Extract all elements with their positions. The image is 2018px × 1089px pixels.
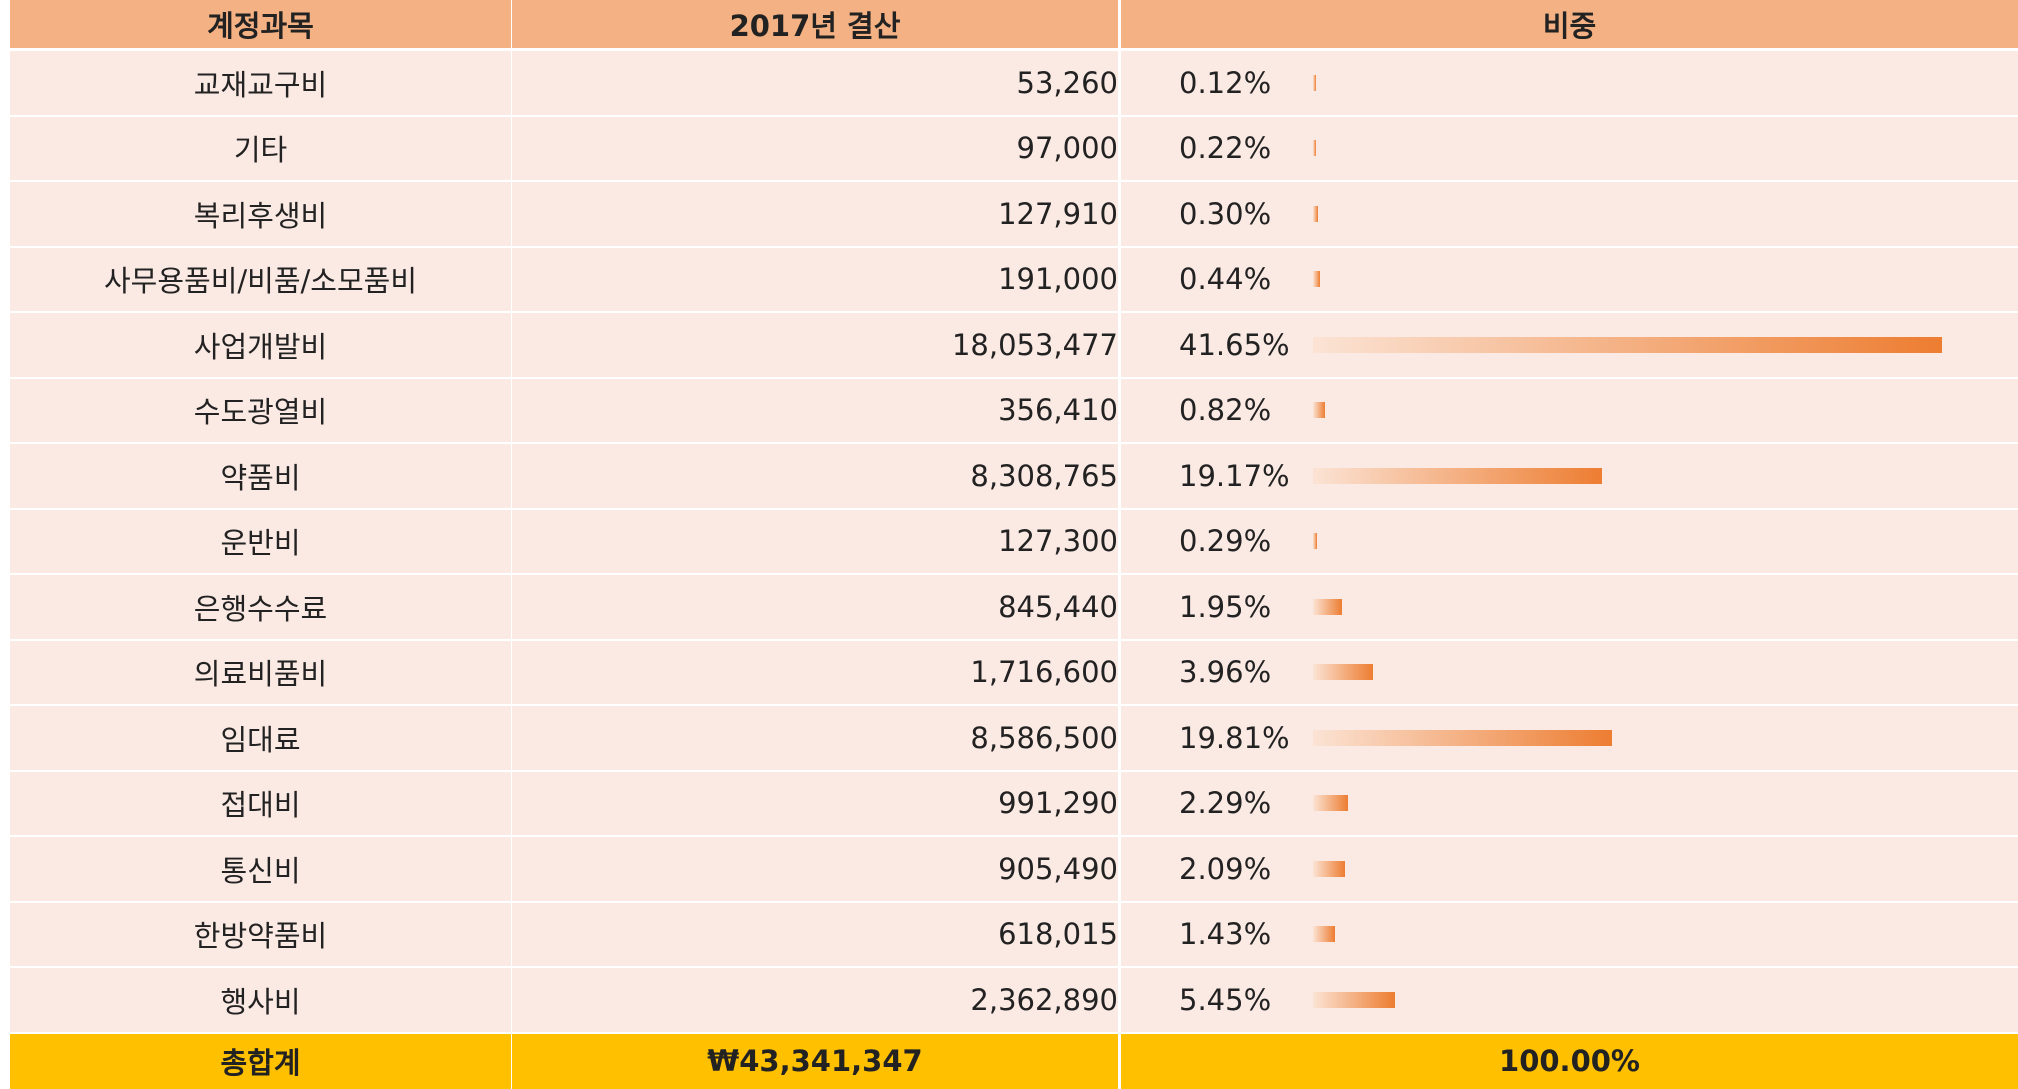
amount-cell: 618,015	[512, 902, 1118, 966]
share-cell	[1121, 968, 2018, 1032]
data-bar	[1313, 598, 1343, 615]
share-text: 0.12%	[1179, 65, 1272, 100]
share-text: 2.29%	[1179, 786, 1272, 821]
amount-cell: 991,290	[512, 771, 1118, 835]
amount-cell: 18,053,477	[512, 313, 1118, 377]
data-bar	[1313, 664, 1373, 681]
data-bar	[1313, 74, 1316, 91]
account-cell: 의료비품비	[10, 640, 511, 704]
share-text: 19.81%	[1179, 720, 1290, 755]
account-cell: 기타	[10, 116, 511, 180]
account-cell: 사무용품비/비품/소모품비	[10, 247, 511, 311]
share-cell	[1121, 116, 2018, 180]
share-cell	[1121, 837, 2018, 901]
account-cell: 운반비	[10, 509, 511, 573]
total-cell: 100.00%	[1121, 1033, 2018, 1089]
share-text: 19.17%	[1179, 458, 1290, 493]
share-text: 1.95%	[1179, 589, 1272, 624]
share-text: 0.29%	[1179, 524, 1272, 559]
account-cell: 복리후생비	[10, 182, 511, 246]
share-text: 0.22%	[1179, 131, 1272, 166]
total-cell: ₩43,341,347	[512, 1033, 1118, 1089]
share-text: 0.30%	[1179, 196, 1272, 231]
share-text: 2.09%	[1179, 851, 1272, 886]
data-bar	[1313, 467, 1603, 484]
share-text: 41.65%	[1179, 327, 1290, 362]
share-text: 0.82%	[1179, 393, 1272, 428]
total-cell: 총합계	[10, 1033, 511, 1089]
amount-cell: 2,362,890	[512, 968, 1118, 1032]
share-cell	[1121, 182, 2018, 246]
amount-cell: 8,586,500	[512, 706, 1118, 770]
share-cell	[1121, 509, 2018, 573]
share-cell	[1121, 51, 2018, 115]
share-cell	[1121, 771, 2018, 835]
amount-cell: 127,300	[512, 509, 1118, 573]
share-cell	[1121, 575, 2018, 639]
account-cell: 수도광열비	[10, 378, 511, 442]
header-cell: 비중	[1121, 0, 2018, 48]
account-cell: 통신비	[10, 837, 511, 901]
data-bar	[1313, 729, 1613, 746]
share-text: 5.45%	[1179, 982, 1272, 1017]
data-bar	[1313, 271, 1320, 288]
amount-cell: 127,910	[512, 182, 1118, 246]
data-bar	[1313, 860, 1345, 877]
account-cell: 교재교구비	[10, 51, 511, 115]
share-cell	[1121, 902, 2018, 966]
amount-cell: 8,308,765	[512, 444, 1118, 508]
amount-cell: 191,000	[512, 247, 1118, 311]
data-bar	[1313, 336, 1942, 353]
data-bar	[1313, 991, 1396, 1008]
share-cell	[1121, 378, 2018, 442]
header-cell: 2017년 결산	[512, 0, 1118, 48]
share-text: 3.96%	[1179, 655, 1272, 690]
amount-cell: 845,440	[512, 575, 1118, 639]
amount-cell: 53,260	[512, 51, 1118, 115]
account-cell: 은행수수료	[10, 575, 511, 639]
account-cell: 행사비	[10, 968, 511, 1032]
data-bar	[1313, 402, 1326, 419]
amount-cell: 905,490	[512, 837, 1118, 901]
data-bar	[1313, 533, 1318, 550]
header-cell: 계정과목	[10, 0, 511, 48]
data-bar	[1313, 205, 1318, 222]
data-bar	[1313, 140, 1317, 157]
data-bar	[1313, 926, 1335, 943]
share-cell	[1121, 640, 2018, 704]
amount-cell: 1,716,600	[512, 640, 1118, 704]
share-text: 1.43%	[1179, 917, 1272, 952]
account-cell: 사업개발비	[10, 313, 511, 377]
amount-cell: 356,410	[512, 378, 1118, 442]
account-cell: 임대료	[10, 706, 511, 770]
account-cell: 접대비	[10, 771, 511, 835]
account-cell: 한방약품비	[10, 902, 511, 966]
data-bar	[1313, 795, 1348, 812]
amount-cell: 97,000	[512, 116, 1118, 180]
share-text: 0.44%	[1179, 262, 1272, 297]
account-cell: 약품비	[10, 444, 511, 508]
share-cell	[1121, 247, 2018, 311]
